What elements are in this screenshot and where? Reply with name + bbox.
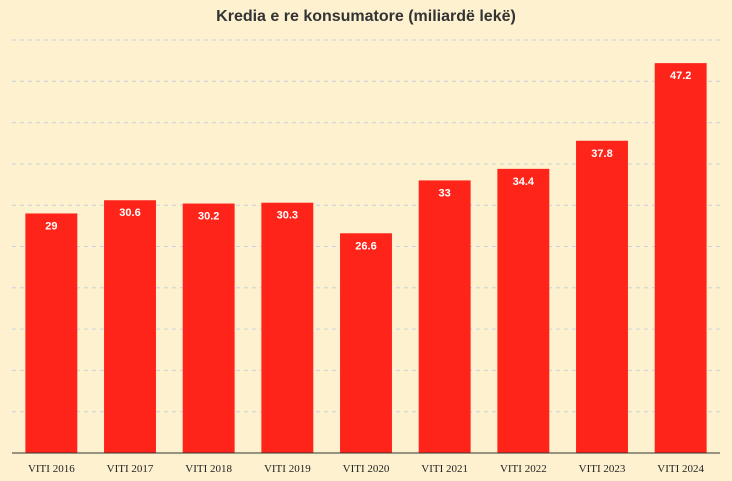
bar <box>576 140 628 453</box>
x-tick-label: VITI 2019 <box>264 463 311 475</box>
chart-title: Kredia e re konsumatore (miliardë lekë) <box>216 8 516 25</box>
bar <box>261 202 314 453</box>
bar <box>182 203 235 453</box>
bar-value-label: 37.8 <box>591 148 612 160</box>
x-tick-label: VITI 2018 <box>185 463 232 475</box>
bar-value-label: 33 <box>439 187 451 199</box>
bar-value-label: 30.6 <box>119 207 140 219</box>
x-tick-label: VITI 2022 <box>500 463 547 475</box>
bar <box>104 200 156 453</box>
bar-value-label: 30.3 <box>277 210 298 222</box>
bar-value-label: 29 <box>45 220 57 232</box>
x-tick-label: VITI 2024 <box>657 463 704 475</box>
bar <box>340 233 392 453</box>
bar <box>497 168 550 453</box>
x-tick-label: VITI 2017 <box>107 463 154 475</box>
x-axis-tick-labels: VITI 2016 VITI 2017 VITI 2018 VITI 2019 VITI… <box>28 463 705 475</box>
x-tick-label: VITI 2021 <box>421 463 468 475</box>
x-tick-label: VITI 2016 <box>28 463 75 475</box>
bar <box>25 213 78 453</box>
bar-value-label: 30.2 <box>198 211 219 223</box>
bar-value-label: 26.6 <box>355 240 376 252</box>
bar <box>418 180 471 454</box>
bar <box>654 63 707 454</box>
bar-value-label: 47.2 <box>670 70 691 82</box>
x-tick-label: VITI 2020 <box>343 463 390 475</box>
x-tick-label: VITI 2023 <box>579 463 626 475</box>
bar-value-label: 34.4 <box>513 176 535 188</box>
bars: 29 30.6 30.2 30.3 26.6 33 34.4 37.8 47.2 <box>25 63 707 454</box>
